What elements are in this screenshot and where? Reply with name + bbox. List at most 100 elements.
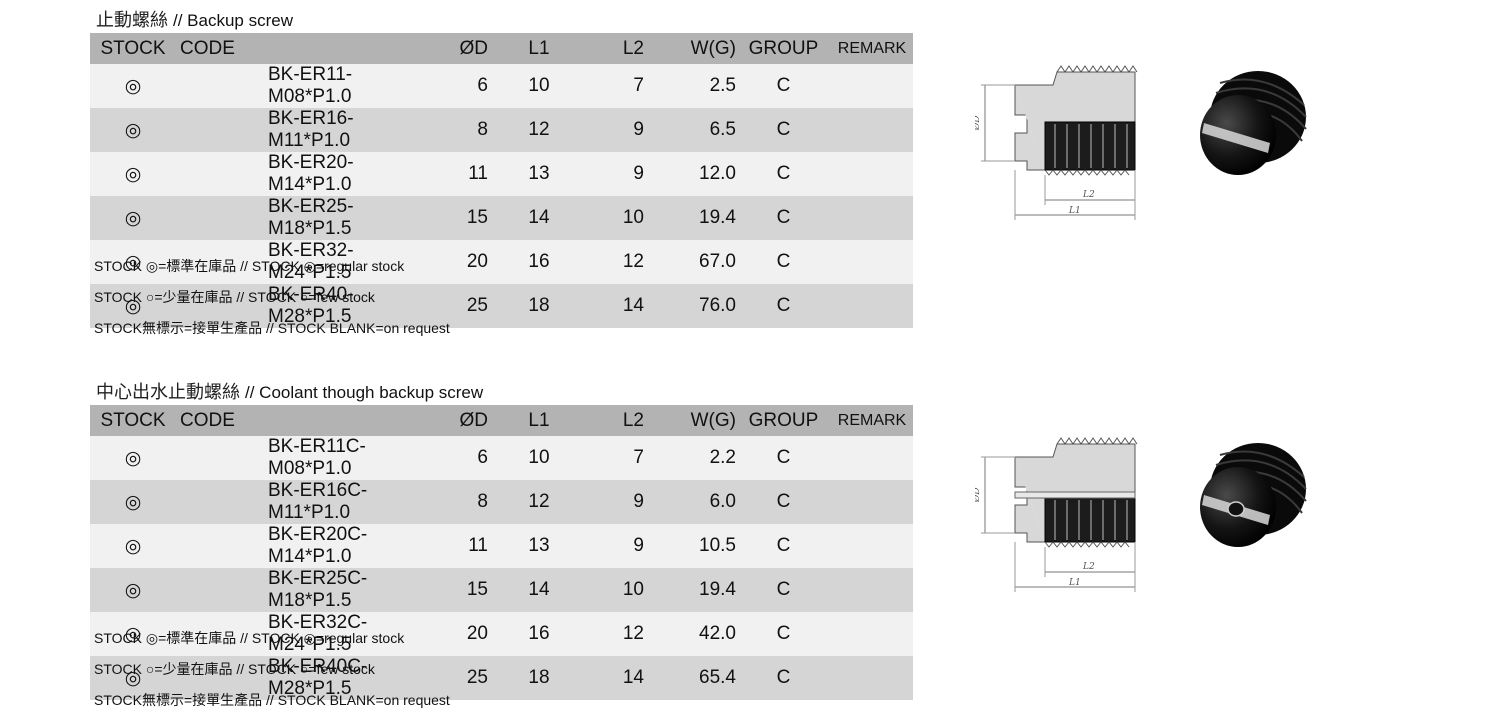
cell-stock: ◎ (90, 108, 176, 152)
cell-l1: 18 (502, 656, 576, 700)
cell-diameter: 15 (406, 196, 502, 240)
cell-code: BK-ER40C-M28*P1.5 (176, 656, 406, 700)
cell-weight: 10.5 (658, 524, 736, 568)
cell-weight: 42.0 (658, 612, 736, 656)
note-regular-stock: STOCK ◎=標準在庫品 // STOCK ◎=regular stock (94, 258, 405, 274)
col-header-weight: W(G) (658, 33, 736, 64)
cell-stock: ◎ (90, 568, 176, 612)
drawing-label-l2: L2 (1082, 562, 1095, 572)
cell-group: C (736, 240, 831, 284)
cell-l2: 12 (576, 240, 658, 284)
col-header-group: GROUP (736, 33, 831, 64)
coolant-backup-screw-table: STOCK CODE ØD L1 L2 W(G) GROUP REMARK ◎ B… (90, 405, 913, 700)
note-regular-stock: STOCK ◎=標準在庫品 // STOCK ◎=regular stock (94, 630, 405, 646)
table-row: ◎ BK-ER40C-M28*P1.5 25 18 14 65.4 C (90, 656, 913, 700)
table-row: ◎ BK-ER20C-M14*P1.0 11 13 9 10.5 C (90, 524, 913, 568)
cell-l2: 9 (576, 524, 658, 568)
cell-stock: ◎ (90, 524, 176, 568)
cell-code: BK-ER11-M08*P1.0 (176, 64, 406, 108)
table-row: ◎ BK-ER25-M18*P1.5 15 14 10 19.4 C (90, 196, 913, 240)
cell-remark (831, 152, 913, 196)
cell-code: BK-ER40-M28*P1.5 (176, 284, 406, 328)
cell-remark (831, 656, 913, 700)
cell-weight: 76.0 (658, 284, 736, 328)
col-header-remark: REMARK (831, 405, 913, 436)
col-header-l2: L2 (576, 405, 658, 436)
drawing-label-l2: L2 (1082, 190, 1095, 200)
cell-l2: 9 (576, 152, 658, 196)
cell-weight: 2.5 (658, 64, 736, 108)
cell-l2: 7 (576, 436, 658, 480)
cell-stock: ◎ (90, 436, 176, 480)
cell-remark (831, 64, 913, 108)
cell-code: BK-ER25-M18*P1.5 (176, 196, 406, 240)
backup-screw-table: STOCK CODE ØD L1 L2 W(G) GROUP REMARK ◎ B… (90, 33, 913, 328)
cell-code: BK-ER11C-M08*P1.0 (176, 436, 406, 480)
table-row: ◎ BK-ER11-M08*P1.0 6 10 7 2.5 C (90, 64, 913, 108)
cell-l2: 9 (576, 108, 658, 152)
cell-l1: 10 (502, 64, 576, 108)
cell-stock: ◎ (90, 480, 176, 524)
title-english: // Coolant though backup screw (245, 383, 484, 402)
cell-diameter: 8 (406, 480, 502, 524)
cell-remark (831, 196, 913, 240)
col-header-group: GROUP (736, 405, 831, 436)
cell-l2: 9 (576, 480, 658, 524)
table-header-row: STOCK CODE ØD L1 L2 W(G) GROUP REMARK (90, 405, 913, 436)
note-few-stock: STOCK ○=少量在庫品 // STOCK ○=few stock (94, 289, 375, 305)
table-row: ◎ BK-ER25C-M18*P1.5 15 14 10 19.4 C (90, 568, 913, 612)
cell-group: C (736, 64, 831, 108)
coolant-backup-screw-drawing: ØD L2 L1 (975, 437, 1138, 592)
col-header-weight: W(G) (658, 405, 736, 436)
cell-diameter: 15 (406, 568, 502, 612)
cell-weight: 6.5 (658, 108, 736, 152)
cell-group: C (736, 568, 831, 612)
cell-l1: 13 (502, 524, 576, 568)
table-row: ◎ BK-ER16-M11*P1.0 8 12 9 6.5 C (90, 108, 913, 152)
col-header-l1: L1 (502, 33, 576, 64)
cell-weight: 19.4 (658, 568, 736, 612)
cell-group: C (736, 152, 831, 196)
table-row: ◎ BK-ER20-M14*P1.0 11 13 9 12.0 C (90, 152, 913, 196)
cell-remark (831, 436, 913, 480)
cell-group: C (736, 284, 831, 328)
cell-l2: 7 (576, 64, 658, 108)
note-few-stock: STOCK ○=少量在庫品 // STOCK ○=few stock (94, 661, 375, 677)
backup-screw-render (1200, 71, 1307, 175)
cell-group: C (736, 436, 831, 480)
cell-l2: 10 (576, 568, 658, 612)
table-row: ◎ BK-ER16C-M11*P1.0 8 12 9 6.0 C (90, 480, 913, 524)
cell-l1: 14 (502, 568, 576, 612)
col-header-stock: STOCK (90, 405, 176, 436)
cell-diameter: 11 (406, 152, 502, 196)
cell-remark (831, 108, 913, 152)
title-chinese: 止動螺絲 (96, 10, 168, 31)
table-row: ◎ BK-ER11C-M08*P1.0 6 10 7 2.2 C (90, 436, 913, 480)
cell-group: C (736, 480, 831, 524)
drawing-label-l1: L1 (1068, 206, 1081, 216)
cell-weight: 19.4 (658, 196, 736, 240)
stock-notes: STOCK ◎=標準在庫品 // STOCK ◎=regular stock S… (94, 251, 450, 344)
cell-stock: ◎ (90, 196, 176, 240)
col-header-l1: L1 (502, 405, 576, 436)
col-header-diameter: ØD (406, 33, 502, 64)
cell-remark (831, 240, 913, 284)
cell-l1: 18 (502, 284, 576, 328)
cell-l2: 14 (576, 284, 658, 328)
cell-remark (831, 480, 913, 524)
title-chinese: 中心出水止動螺絲 (96, 382, 240, 403)
cell-group: C (736, 524, 831, 568)
cell-l2: 14 (576, 656, 658, 700)
table-body: ◎ BK-ER11-M08*P1.0 6 10 7 2.5 C ◎ BK-ER16-M11*P1… (90, 64, 913, 328)
col-header-stock: STOCK (90, 33, 176, 64)
cell-diameter: 11 (406, 524, 502, 568)
cell-l1: 14 (502, 196, 576, 240)
cell-stock: ◎ (90, 64, 176, 108)
cell-weight: 65.4 (658, 656, 736, 700)
cell-stock: ◎ (90, 656, 176, 700)
cell-code: BK-ER20C-M14*P1.0 (176, 524, 406, 568)
col-header-code: CODE (176, 405, 406, 436)
table-header-row: STOCK CODE ØD L1 L2 W(G) GROUP REMARK (90, 33, 913, 64)
cell-diameter: 8 (406, 108, 502, 152)
cell-group: C (736, 656, 831, 700)
